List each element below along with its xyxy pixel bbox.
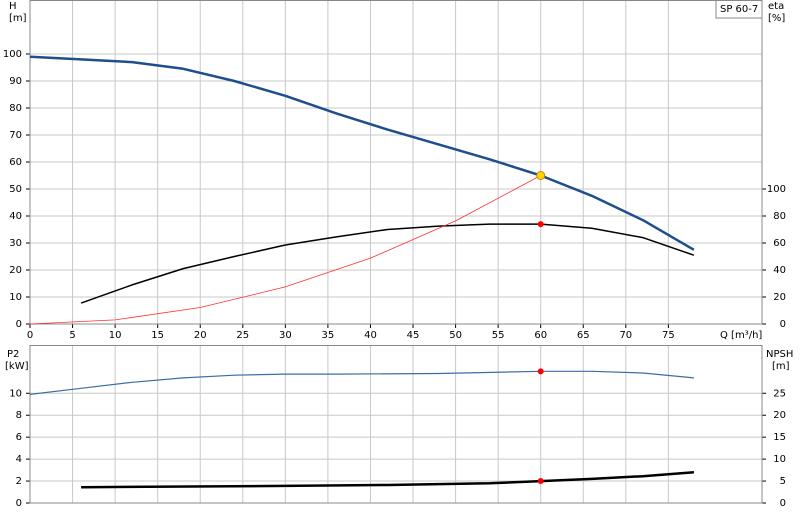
y-tick-label: 70 <box>9 130 22 141</box>
y2-tick-label: 0 <box>780 319 786 330</box>
y-tick-label: 6 <box>16 432 22 443</box>
y-tick-label: 20 <box>9 265 22 276</box>
x-tick-label: 25 <box>236 330 249 341</box>
y-tick-label: 2 <box>16 476 22 487</box>
x-tick-label: 60 <box>534 330 547 341</box>
duty-point <box>537 368 544 375</box>
duty-point <box>537 221 544 228</box>
y-tick-label: 0 <box>16 498 22 509</box>
y2-tick-label: 10 <box>773 454 786 465</box>
x-tick-label: 35 <box>322 330 335 341</box>
x-tick-label: 75 <box>662 330 675 341</box>
y-label: P2 <box>7 349 19 360</box>
series-line <box>29 175 541 325</box>
duty-point <box>536 171 546 180</box>
y2-tick-label: 80 <box>773 211 786 222</box>
x-tick-label: 70 <box>619 330 632 341</box>
y2-tick-label: 60 <box>773 238 786 249</box>
y2-tick-label: 0 <box>780 498 786 509</box>
y-tick-label: 100 <box>3 49 22 60</box>
x-tick-label: 20 <box>194 330 207 341</box>
x-tick-label: 30 <box>279 330 292 341</box>
series-line <box>80 223 695 304</box>
series-line <box>29 55 695 251</box>
y-unit: [m] <box>9 13 27 24</box>
y2-tick-label: 40 <box>773 265 786 276</box>
y2-unit: [%] <box>768 13 785 24</box>
y2-unit: [m] <box>772 361 790 372</box>
series-line <box>29 370 694 395</box>
y-tick-label: 10 <box>9 292 22 303</box>
y2-tick-label: 20 <box>773 410 786 421</box>
y-tick-label: 60 <box>9 157 22 168</box>
y2-tick-label: 5 <box>780 476 786 487</box>
x-tick-label: 40 <box>364 330 377 341</box>
x-tick-label: 0 <box>27 330 33 341</box>
y-tick-label: 30 <box>9 238 22 249</box>
y2-tick-label: 20 <box>773 292 786 303</box>
y2-label: eta <box>768 1 784 12</box>
y-tick-label: 8 <box>16 410 22 421</box>
x-tick-label: 5 <box>69 330 75 341</box>
duty-point <box>537 478 544 485</box>
y2-tick-label: 25 <box>773 388 786 399</box>
y-tick-label: 50 <box>9 184 22 195</box>
y-tick-label: 10 <box>9 388 22 399</box>
x-tick-label: 10 <box>109 330 122 341</box>
y-unit: [kW] <box>5 361 29 372</box>
x-tick-label: 65 <box>577 330 590 341</box>
y2-tick-label: 15 <box>773 432 786 443</box>
x-label: Q [m³/h] <box>720 330 762 341</box>
series-line <box>81 471 694 489</box>
y2-label: NPSH <box>766 349 793 360</box>
plot-frame <box>29 345 763 504</box>
y2-tick-label: 100 <box>767 184 786 195</box>
x-tick-label: 55 <box>492 330 505 341</box>
y-tick-label: 0 <box>16 319 22 330</box>
y-tick-label: 40 <box>9 211 22 222</box>
y-label: H <box>9 1 17 12</box>
x-tick-label: 45 <box>407 330 420 341</box>
y-tick-label: 80 <box>9 103 22 114</box>
x-tick-label: 15 <box>151 330 164 341</box>
y-tick-label: 4 <box>16 454 22 465</box>
x-tick-label: 50 <box>449 330 462 341</box>
plot-frame <box>29 0 763 325</box>
y-tick-label: 90 <box>9 76 22 87</box>
product-label: SP 60-7 <box>720 4 758 15</box>
